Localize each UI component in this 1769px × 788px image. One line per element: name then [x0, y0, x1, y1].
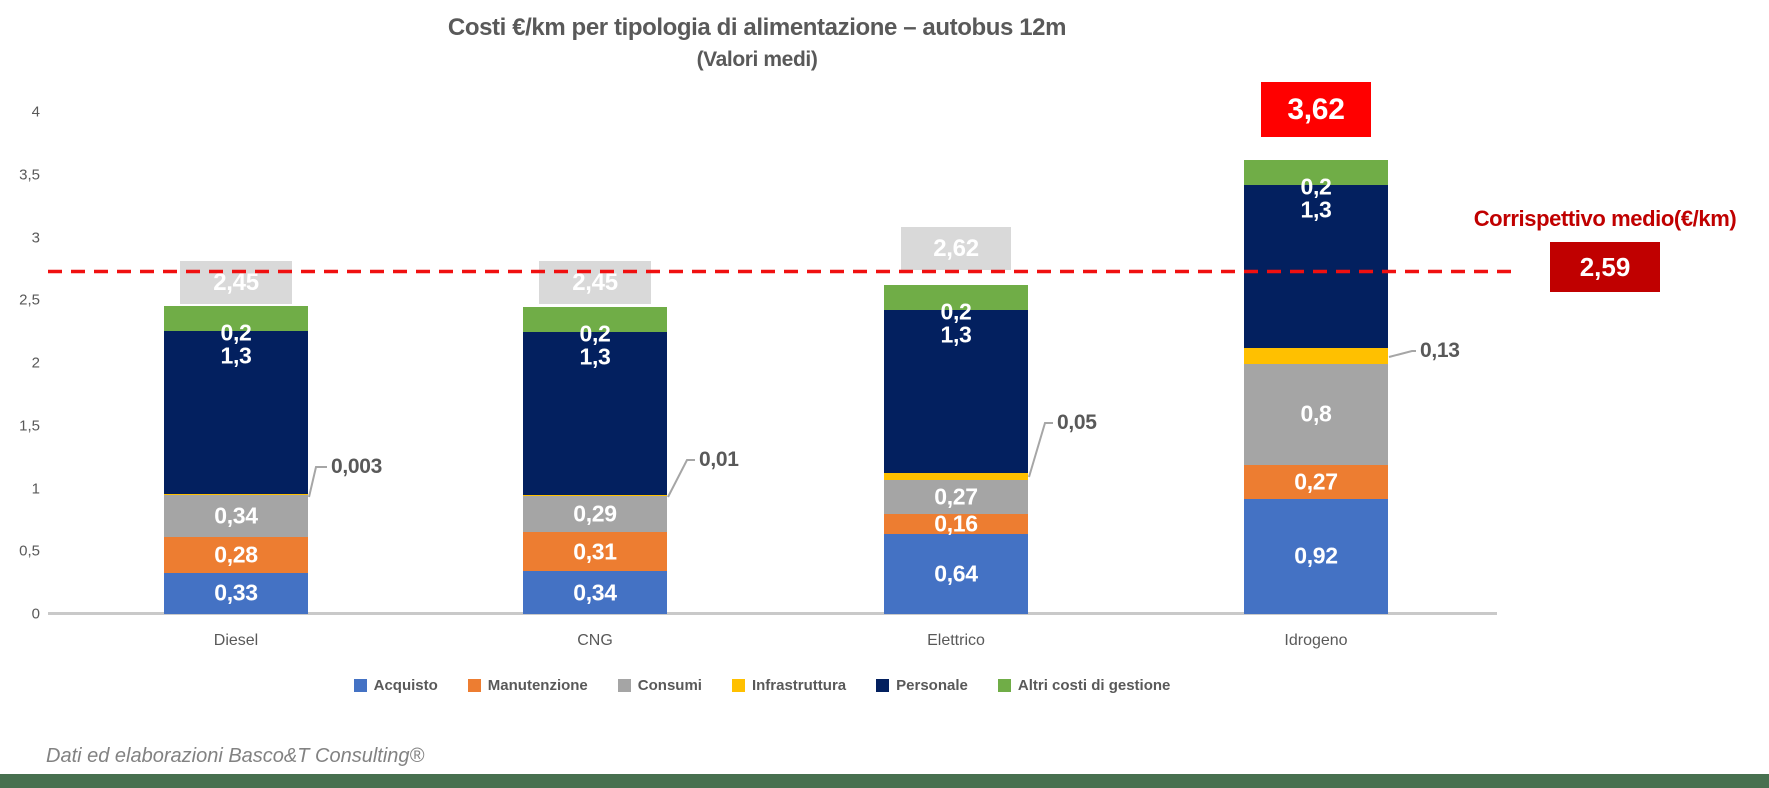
footer-credit: Dati ed elaborazioni Basco&T Consulting®	[46, 745, 425, 767]
segment-value-label: 0,92	[1294, 542, 1338, 569]
segment-value-label: 0,34	[573, 579, 617, 606]
segment-value-label: 0,34	[214, 502, 258, 529]
y-axis-tick-label: 1	[31, 480, 40, 497]
callout-value-label: 0,01	[699, 448, 739, 471]
legend-item-manutenzione: Manutenzione	[467, 677, 588, 694]
callout-value-label: 0,05	[1057, 411, 1097, 434]
y-axis-tick-label: 2,5	[19, 291, 40, 309]
legend-item-infrastruttura: Infrastruttura	[731, 677, 847, 694]
y-axis-tick-label: 0	[31, 605, 40, 623]
segment-value-label: 0,33	[214, 579, 258, 606]
chart-title: Costi €/km per tipologia di alimentazion…	[447, 14, 1067, 41]
y-axis-tick-label: 3,5	[19, 166, 40, 184]
segment-value-label: 0,28	[214, 541, 258, 568]
category-label: Idrogeno	[1284, 632, 1348, 649]
segment-value-label: 0,2	[579, 320, 611, 347]
y-axis-tick-label: 1,5	[19, 417, 40, 435]
segment-value-label: 0,2	[940, 298, 972, 325]
bar-segment-consumi-diesel	[164, 494, 308, 538]
bottom-edge-strip	[0, 774, 1769, 788]
segment-value-label: 1,3	[220, 342, 252, 369]
legend-swatch-icon	[353, 679, 367, 692]
category-label: CNG	[577, 632, 613, 649]
bar-segment-altri-costi-di-gestione-idrogeno	[1244, 159, 1388, 185]
bar-segment-altri-costi-di-gestione-diesel	[164, 306, 308, 332]
bar-segment-altri-costi-di-gestione-cng	[523, 306, 667, 332]
bar-segment-personale-elettrico	[884, 310, 1028, 474]
legend-label: Infrastruttura	[751, 677, 847, 694]
segment-value-label: 0,8	[1300, 400, 1332, 427]
segment-value-label: 0,29	[573, 500, 617, 527]
legend: Acquisto Manutenzione Consumi Infrastruttur…	[48, 677, 1476, 694]
reference-value-badge: 2,59	[1550, 242, 1660, 292]
legend-label: Acquisto	[373, 677, 438, 694]
legend-swatch-icon	[997, 679, 1011, 692]
callout-value-label: 0,003	[331, 455, 383, 478]
category-label: Diesel	[213, 632, 259, 649]
total-value-label: 2,62	[901, 227, 1011, 270]
callout-leader-line	[1388, 350, 1416, 358]
legend-item-altri-costi-di-gestione: Altri costi di gestione	[997, 677, 1171, 694]
callout-leader-line	[667, 459, 695, 498]
segment-value-label: 1,3	[1300, 196, 1332, 223]
legend-label: Personale	[896, 677, 968, 694]
bar-segment-manutenzione-idrogeno	[1244, 464, 1388, 499]
legend-label: Manutenzione	[487, 677, 588, 694]
segment-value-label: 0,27	[1294, 468, 1338, 495]
bar-segment-consumi-cng	[523, 496, 667, 533]
category-label: Elettrico	[927, 632, 985, 649]
callout-value-label: 0,13	[1420, 339, 1460, 362]
legend-item-personale: Personale	[876, 677, 968, 694]
segment-value-label: 0,16	[934, 510, 978, 537]
segment-value-label: 1,3	[579, 343, 611, 370]
bar-segment-acquisto-idrogeno	[1244, 498, 1388, 614]
bar-segment-personale-diesel	[164, 331, 308, 495]
x-axis-line	[48, 612, 1497, 615]
legend-item-acquisto: Acquisto	[353, 677, 438, 694]
bar-segment-infrastruttura-elettrico	[884, 473, 1028, 480]
bar-segment-personale-idrogeno	[1244, 184, 1388, 348]
bar-segment-consumi-elettrico	[884, 479, 1028, 514]
callout-leader-line	[308, 466, 327, 498]
segment-value-label: 0,27	[934, 483, 978, 510]
bar-segment-infrastruttura-cng	[523, 494, 667, 497]
bar-segment-acquisto-diesel	[164, 572, 308, 614]
bar-segment-acquisto-cng	[523, 571, 667, 614]
legend-swatch-icon	[617, 679, 631, 692]
legend-swatch-icon	[467, 679, 481, 692]
bar-segment-infrastruttura-idrogeno	[1244, 347, 1388, 365]
segment-value-label: 0,2	[1300, 173, 1332, 200]
legend-item-consumi: Consumi	[617, 677, 702, 694]
legend-label: Altri costi di gestione	[1017, 677, 1171, 694]
segment-value-label: 1,3	[940, 321, 972, 348]
y-axis-tick-label: 2	[31, 354, 40, 372]
reference-line-label: Corrispettivo medio(€/km)	[1473, 206, 1737, 231]
bar-segment-consumi-idrogeno	[1244, 364, 1388, 465]
y-axis-tick-label: 4	[31, 103, 40, 121]
segment-value-label: 0,64	[934, 560, 978, 587]
segment-value-label: 0,2	[220, 319, 252, 346]
chart-subtitle: (Valori medi)	[696, 48, 818, 71]
bar-segment-altri-costi-di-gestione-elettrico	[884, 285, 1028, 311]
bar-segment-personale-cng	[523, 331, 667, 495]
bar-segment-manutenzione-cng	[523, 532, 667, 572]
total-value-label: 2,45	[539, 261, 651, 304]
total-value-label: 3,62	[1261, 82, 1371, 137]
callout-leader-line	[1028, 422, 1053, 478]
bar-segment-acquisto-elettrico	[884, 533, 1028, 614]
total-value-label: 2,45	[180, 261, 292, 304]
segment-value-label: 0,31	[573, 538, 617, 565]
y-axis-tick-label: 3	[31, 229, 40, 246]
legend-label: Consumi	[637, 677, 702, 694]
legend-swatch-icon	[731, 679, 745, 692]
y-axis-tick-label: 0,5	[19, 542, 40, 560]
legend-swatch-icon	[876, 679, 890, 692]
bar-segment-manutenzione-diesel	[164, 537, 308, 573]
bar-segment-manutenzione-elettrico	[884, 513, 1028, 534]
